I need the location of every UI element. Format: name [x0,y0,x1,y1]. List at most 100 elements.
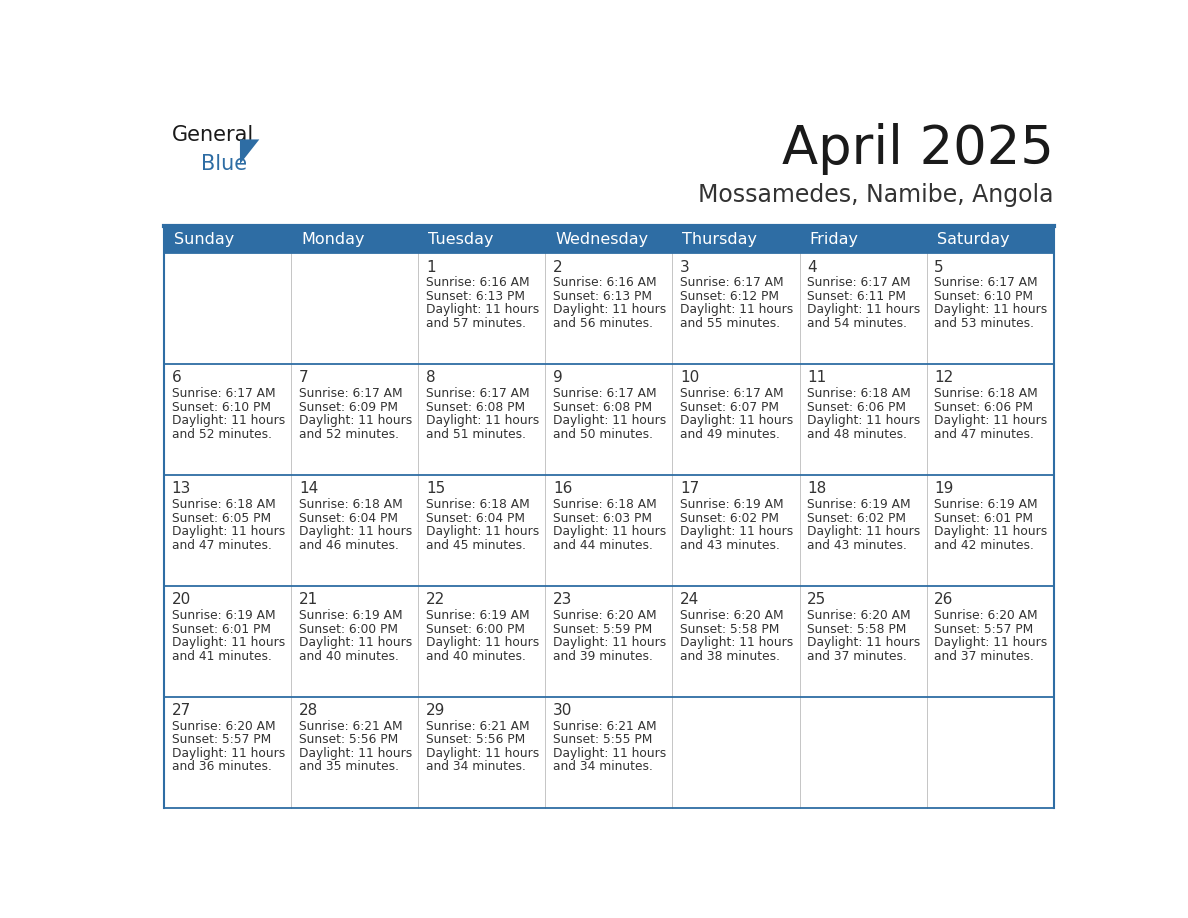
Text: Sunset: 6:13 PM: Sunset: 6:13 PM [554,290,652,303]
Text: 12: 12 [934,371,954,386]
Bar [164,476,291,586]
Text: 30: 30 [554,703,573,718]
Text: Sunset: 5:55 PM: Sunset: 5:55 PM [554,733,652,746]
Text: and 55 minutes.: and 55 minutes. [681,317,781,330]
Bar [545,253,672,364]
Text: Daylight: 11 hours: Daylight: 11 hours [554,747,666,760]
Text: Sunset: 6:10 PM: Sunset: 6:10 PM [172,401,271,414]
Text: and 52 minutes.: and 52 minutes. [172,428,272,441]
Text: Sunrise: 6:17 AM: Sunrise: 6:17 AM [172,387,276,400]
Text: Sunset: 6:13 PM: Sunset: 6:13 PM [426,290,525,303]
Bar [927,476,1054,586]
Text: 6: 6 [172,371,182,386]
Polygon shape [240,140,259,164]
Text: Sunrise: 6:19 AM: Sunrise: 6:19 AM [681,498,784,511]
Text: Daylight: 11 hours: Daylight: 11 hours [299,636,412,649]
Text: Sunset: 6:00 PM: Sunset: 6:00 PM [299,622,398,635]
Text: and 43 minutes.: and 43 minutes. [681,539,781,552]
Text: General: General [172,125,254,145]
Text: and 56 minutes.: and 56 minutes. [554,317,653,330]
Text: and 52 minutes.: and 52 minutes. [299,428,399,441]
Text: Daylight: 11 hours: Daylight: 11 hours [426,304,539,317]
Text: Sunrise: 6:20 AM: Sunrise: 6:20 AM [808,610,911,622]
Text: Daylight: 11 hours: Daylight: 11 hours [299,414,412,427]
Text: 16: 16 [554,481,573,497]
Bar [291,476,418,586]
Bar [927,697,1054,808]
Text: Sunset: 6:04 PM: Sunset: 6:04 PM [426,511,525,525]
Text: Sunrise: 6:19 AM: Sunrise: 6:19 AM [299,610,403,622]
Text: and 45 minutes.: and 45 minutes. [426,539,526,552]
Text: Daylight: 11 hours: Daylight: 11 hours [934,525,1048,538]
Text: Daylight: 11 hours: Daylight: 11 hours [681,304,794,317]
Text: Daylight: 11 hours: Daylight: 11 hours [172,636,285,649]
Text: Saturday: Saturday [936,232,1010,247]
Text: and 34 minutes.: and 34 minutes. [426,760,526,774]
Text: 21: 21 [299,592,318,607]
Text: Daylight: 11 hours: Daylight: 11 hours [934,304,1048,317]
Text: Daylight: 11 hours: Daylight: 11 hours [554,525,666,538]
Text: 18: 18 [808,481,827,497]
Bar [800,364,927,476]
Text: Sunrise: 6:18 AM: Sunrise: 6:18 AM [426,498,530,511]
Text: and 46 minutes.: and 46 minutes. [299,539,399,552]
Text: Sunrise: 6:18 AM: Sunrise: 6:18 AM [808,387,911,400]
Text: and 42 minutes.: and 42 minutes. [934,539,1035,552]
Bar [927,586,1054,697]
Text: Sunrise: 6:20 AM: Sunrise: 6:20 AM [681,610,784,622]
Text: and 43 minutes.: and 43 minutes. [808,539,908,552]
Bar [164,586,291,697]
Bar [545,586,672,697]
Text: 13: 13 [172,481,191,497]
Text: and 57 minutes.: and 57 minutes. [426,317,526,330]
Text: 4: 4 [808,260,817,274]
Text: Sunrise: 6:18 AM: Sunrise: 6:18 AM [299,498,403,511]
Text: Wednesday: Wednesday [555,232,649,247]
Bar [927,364,1054,476]
Text: Sunrise: 6:21 AM: Sunrise: 6:21 AM [299,720,403,733]
Text: and 37 minutes.: and 37 minutes. [934,650,1035,663]
Text: and 41 minutes.: and 41 minutes. [172,650,272,663]
Text: 7: 7 [299,371,309,386]
Text: and 40 minutes.: and 40 minutes. [426,650,526,663]
Text: and 54 minutes.: and 54 minutes. [808,317,908,330]
Text: Sunrise: 6:19 AM: Sunrise: 6:19 AM [808,498,911,511]
Text: Tuesday: Tuesday [429,232,494,247]
Text: Sunset: 5:57 PM: Sunset: 5:57 PM [934,622,1034,635]
Text: and 50 minutes.: and 50 minutes. [554,428,653,441]
Text: Daylight: 11 hours: Daylight: 11 hours [172,525,285,538]
Text: 10: 10 [681,371,700,386]
Text: Daylight: 11 hours: Daylight: 11 hours [808,636,921,649]
Text: Sunset: 6:11 PM: Sunset: 6:11 PM [808,290,906,303]
Bar [418,586,545,697]
Bar [800,586,927,697]
Text: Daylight: 11 hours: Daylight: 11 hours [681,414,794,427]
Text: and 44 minutes.: and 44 minutes. [554,539,653,552]
Text: Sunrise: 6:17 AM: Sunrise: 6:17 AM [681,387,784,400]
Bar [545,697,672,808]
Bar [164,364,291,476]
Text: Sunset: 6:00 PM: Sunset: 6:00 PM [426,622,525,635]
Text: Sunrise: 6:20 AM: Sunrise: 6:20 AM [172,720,276,733]
Text: Sunset: 5:58 PM: Sunset: 5:58 PM [808,622,906,635]
Bar [800,476,927,586]
Text: Sunset: 6:05 PM: Sunset: 6:05 PM [172,511,271,525]
Text: Daylight: 11 hours: Daylight: 11 hours [426,414,539,427]
Text: Sunrise: 6:20 AM: Sunrise: 6:20 AM [934,610,1038,622]
Text: and 48 minutes.: and 48 minutes. [808,428,908,441]
Text: 5: 5 [934,260,944,274]
Bar [672,476,800,586]
Text: 29: 29 [426,703,446,718]
Text: Daylight: 11 hours: Daylight: 11 hours [681,636,794,649]
Text: Sunset: 6:03 PM: Sunset: 6:03 PM [554,511,652,525]
Text: Daylight: 11 hours: Daylight: 11 hours [426,747,539,760]
Bar [164,226,1054,253]
Text: and 34 minutes.: and 34 minutes. [554,760,653,774]
Text: Sunrise: 6:18 AM: Sunrise: 6:18 AM [934,387,1038,400]
Text: and 47 minutes.: and 47 minutes. [172,539,272,552]
Text: 3: 3 [681,260,690,274]
Text: Sunrise: 6:19 AM: Sunrise: 6:19 AM [172,610,276,622]
Text: 20: 20 [172,592,191,607]
Text: 15: 15 [426,481,446,497]
Text: 1: 1 [426,260,436,274]
